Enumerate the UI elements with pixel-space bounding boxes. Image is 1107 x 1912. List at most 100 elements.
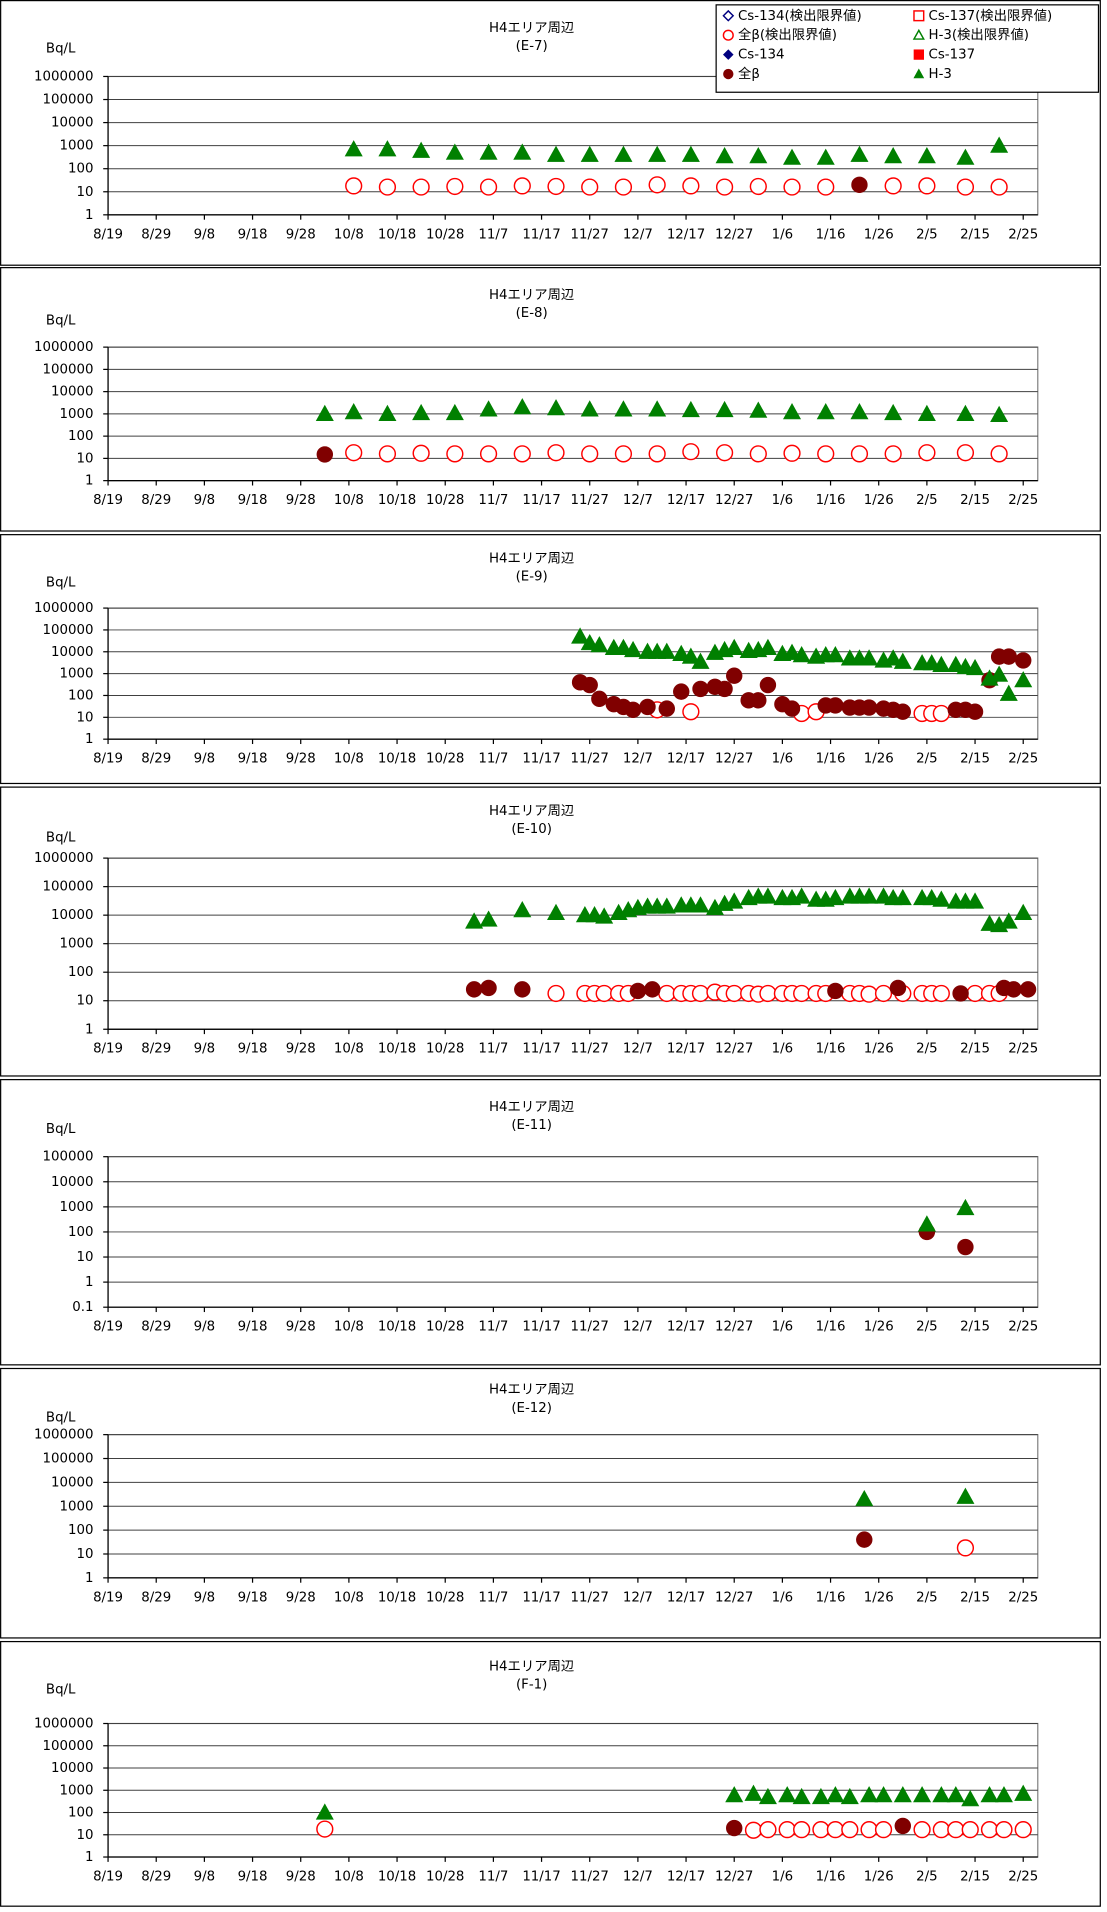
x-tick-label: 2/25 bbox=[1008, 493, 1038, 508]
data-point bbox=[956, 1198, 975, 1216]
data-point bbox=[648, 176, 666, 194]
x-tick-label: 11/17 bbox=[522, 1869, 560, 1884]
data-point bbox=[783, 444, 801, 462]
data-point bbox=[412, 178, 430, 196]
x-tick-label: 10/28 bbox=[426, 493, 464, 508]
x-tick-label: 10/18 bbox=[378, 227, 416, 242]
x-tick-label: 8/29 bbox=[141, 752, 171, 767]
x-tick-label: 12/27 bbox=[715, 493, 753, 508]
data-point bbox=[672, 644, 691, 661]
x-tick-label: 11/17 bbox=[522, 1042, 560, 1057]
x-tick-label: 1/6 bbox=[772, 1042, 793, 1057]
data-point bbox=[956, 1487, 975, 1504]
data-point bbox=[692, 680, 709, 698]
x-tick-label: 8/29 bbox=[141, 493, 171, 508]
x-tick-label: 2/15 bbox=[960, 493, 990, 508]
data-point bbox=[691, 652, 710, 669]
data-point bbox=[1014, 1784, 1033, 1801]
data-point bbox=[956, 178, 975, 196]
x-tick-label: 12/17 bbox=[667, 1320, 705, 1335]
data-point bbox=[826, 646, 845, 663]
x-tick-label: 9/28 bbox=[286, 1042, 316, 1057]
x-tick-label: 1/6 bbox=[772, 227, 793, 242]
legend-label: Cs-134(検出限界値) bbox=[738, 8, 862, 24]
y-tick-label: 100 bbox=[68, 429, 93, 444]
y-tick-label: 10000 bbox=[51, 908, 93, 923]
data-point bbox=[715, 147, 734, 164]
x-tick-label: 10/18 bbox=[378, 1590, 416, 1605]
y-tick-label: 100 bbox=[68, 1225, 93, 1240]
data-point bbox=[412, 444, 430, 462]
x-tick-label: 10/18 bbox=[378, 1320, 416, 1335]
data-point bbox=[749, 177, 767, 196]
x-tick-label: 8/19 bbox=[93, 752, 123, 767]
x-tick-label: 9/18 bbox=[238, 752, 268, 767]
x-tick-label: 12/27 bbox=[715, 752, 753, 767]
data-point bbox=[759, 984, 777, 1003]
data-point bbox=[956, 444, 975, 462]
data-point bbox=[595, 984, 613, 1003]
data-point bbox=[860, 1786, 879, 1803]
x-tick-label: 2/25 bbox=[1008, 1869, 1038, 1884]
y-tick-label: 0.1 bbox=[72, 1300, 93, 1315]
data-point bbox=[513, 177, 531, 195]
data-point bbox=[980, 1786, 999, 1803]
data-point bbox=[999, 684, 1018, 701]
y-tick-label: 10 bbox=[77, 710, 94, 725]
data-point bbox=[783, 148, 802, 165]
x-tick-label: 2/25 bbox=[1008, 752, 1038, 767]
data-point bbox=[826, 888, 845, 906]
data-point bbox=[913, 1821, 931, 1839]
data-point bbox=[792, 1787, 811, 1805]
y-tick-label: 1 bbox=[85, 1022, 93, 1037]
data-point bbox=[932, 1821, 950, 1839]
x-tick-label: 2/5 bbox=[916, 752, 937, 767]
data-point bbox=[316, 446, 333, 463]
data-point bbox=[691, 984, 710, 1003]
x-tick-label: 12/7 bbox=[623, 1869, 653, 1884]
data-point bbox=[884, 649, 903, 666]
data-point bbox=[918, 177, 936, 195]
x-tick-label: 12/7 bbox=[623, 1320, 653, 1335]
data-point bbox=[917, 404, 936, 421]
y-tick-label: 10000 bbox=[51, 645, 93, 660]
data-point bbox=[841, 1821, 859, 1839]
x-tick-label: 9/8 bbox=[194, 1042, 215, 1057]
y-axis-label: Bq/L bbox=[46, 313, 76, 328]
data-point bbox=[957, 1238, 974, 1256]
data-point bbox=[994, 1786, 1013, 1803]
x-tick-label: 12/17 bbox=[667, 1590, 705, 1605]
data-point bbox=[681, 145, 700, 162]
data-point bbox=[465, 981, 483, 998]
data-point bbox=[889, 979, 907, 997]
data-point bbox=[658, 984, 676, 1003]
x-tick-label: 12/27 bbox=[715, 1590, 753, 1605]
data-point bbox=[691, 896, 710, 913]
data-point bbox=[479, 400, 498, 417]
data-point bbox=[917, 1215, 936, 1232]
data-point bbox=[479, 445, 498, 463]
x-tick-label: 10/28 bbox=[426, 1869, 464, 1884]
data-point bbox=[378, 445, 397, 463]
x-tick-label: 8/29 bbox=[141, 1590, 171, 1605]
data-point bbox=[547, 984, 565, 1003]
data-point bbox=[344, 403, 363, 420]
x-tick-label: 9/18 bbox=[238, 493, 268, 508]
data-point bbox=[446, 445, 464, 463]
x-tick-label: 9/28 bbox=[286, 752, 316, 767]
y-tick-label: 1000000 bbox=[34, 1428, 93, 1443]
x-tick-label: 1/26 bbox=[864, 1320, 894, 1335]
panel-frame bbox=[0, 0, 1101, 266]
data-point bbox=[725, 638, 744, 656]
data-point bbox=[744, 1821, 763, 1839]
legend-label: H-3 bbox=[929, 67, 952, 82]
y-axis-label: Bq/L bbox=[46, 1411, 76, 1426]
x-tick-label: 10/28 bbox=[426, 227, 464, 242]
y-tick-label: 100000 bbox=[43, 93, 94, 108]
data-point bbox=[966, 892, 985, 909]
x-tick-label: 2/15 bbox=[960, 1042, 990, 1057]
data-point bbox=[932, 704, 950, 723]
x-tick-label: 2/5 bbox=[916, 493, 937, 508]
legend-label: Cs-137(検出限界値) bbox=[929, 8, 1053, 24]
data-point bbox=[513, 143, 532, 160]
